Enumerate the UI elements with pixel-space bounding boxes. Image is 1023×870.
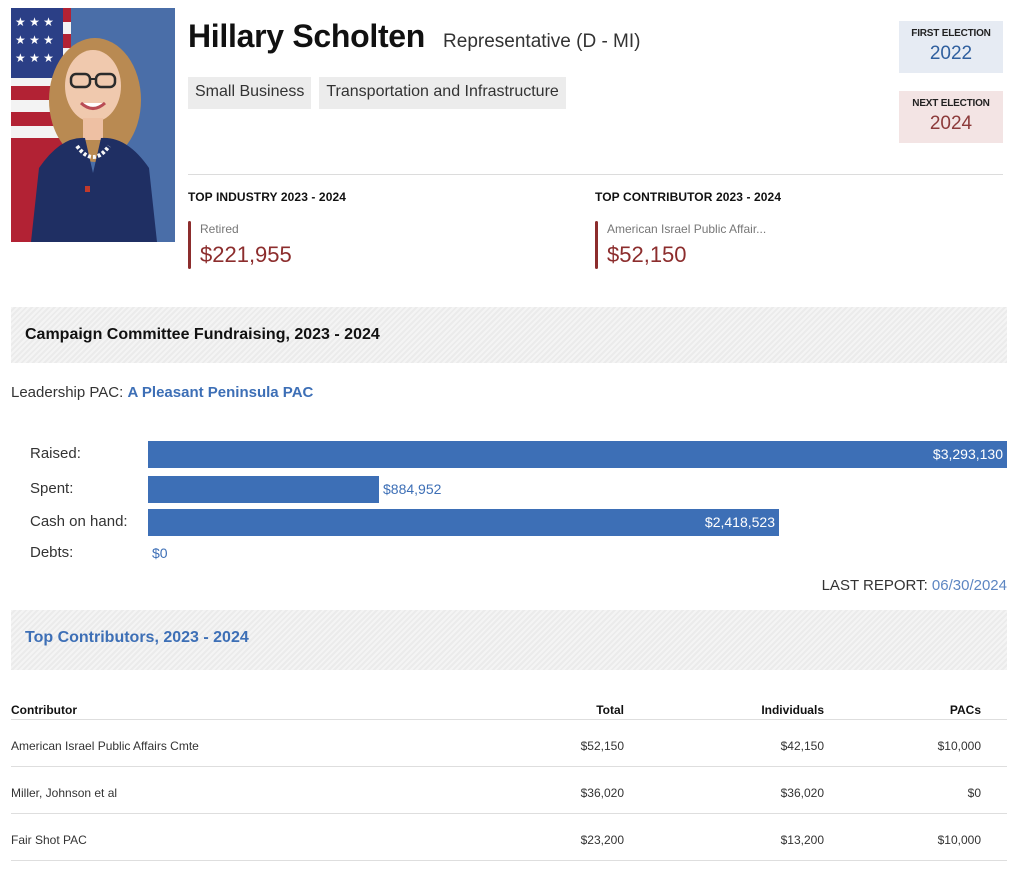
top-industry-accent-bar (188, 221, 191, 269)
fundraising-row-spent: Spent: $884,952 (30, 476, 1007, 503)
table-row: Fair Shot PAC $23,200 $13,200 $10,000 (11, 814, 1007, 861)
top-contributor-name: American Israel Public Affair... (607, 222, 767, 236)
contributor-individuals: $13,200 (780, 833, 824, 847)
member-heading: Hillary Scholten Representative (D - MI) (188, 18, 641, 55)
top-contributor-label: TOP CONTRIBUTOR 2023 - 2024 (595, 190, 782, 204)
member-name: Hillary Scholten (188, 18, 426, 54)
contributors-title[interactable]: Top Contributors, 2023 - 2024 (25, 629, 249, 646)
table-row: American Israel Public Affairs Cmte $52,… (11, 720, 1007, 767)
cash-label: Cash on hand: (30, 513, 128, 530)
top-industry-name: Retired (200, 222, 239, 236)
spent-label: Spent: (30, 480, 74, 497)
top-industry-label: TOP INDUSTRY 2023 - 2024 (188, 190, 347, 204)
col-individuals: Individuals (761, 703, 824, 717)
spent-value: $884,952 (383, 481, 442, 497)
contributor-pacs: $10,000 (937, 739, 981, 753)
leadership-pac-label: Leadership PAC: (11, 384, 124, 401)
raised-label: Raised: (30, 445, 81, 462)
contributor-total: $36,020 (580, 786, 624, 800)
svg-text:★ ★ ★: ★ ★ ★ (15, 15, 54, 29)
fundraising-title: Campaign Committee Fundraising, 2023 - 2… (25, 326, 380, 343)
fundraising-row-cash: Cash on hand: $2,418,523 (30, 509, 1007, 536)
contributor-individuals: $36,020 (780, 786, 824, 800)
contributor-pacs: $0 (967, 786, 981, 800)
last-report-label: LAST REPORT: (821, 577, 928, 594)
member-role: Representative (D - MI) (443, 31, 641, 52)
first-election-value: 2022 (929, 43, 973, 64)
debts-label: Debts: (30, 544, 74, 561)
contributor-pacs: $10,000 (937, 833, 981, 847)
contributor-name: American Israel Public Affairs Cmte (11, 739, 199, 753)
header-divider (188, 174, 1003, 175)
contributor-name: Miller, Johnson et al (11, 786, 118, 800)
contributor-individuals: $42,150 (780, 739, 824, 753)
fundraising-row-raised: Raised: $3,293,130 (30, 441, 1007, 468)
top-industry-amount: $221,955 (200, 242, 292, 267)
committee-tag[interactable]: Transportation and Infrastructure (319, 77, 566, 109)
last-report-date: 06/30/2024 (931, 577, 1007, 594)
last-report: LAST REPORT: 06/30/2024 (822, 577, 1007, 594)
fundraising-row-debts: Debts: $0 (30, 540, 1007, 566)
contributor-name: Fair Shot PAC (11, 833, 87, 847)
top-contributor-amount: $52,150 (607, 242, 687, 267)
fundraising-section-header: Campaign Committee Fundraising, 2023 - 2… (11, 307, 1007, 363)
committee-tag[interactable]: Small Business (188, 77, 312, 109)
leadership-pac-link[interactable]: A Pleasant Peninsula PAC (127, 384, 314, 401)
contributors-table: Contributor Total Individuals PACs Ameri… (11, 697, 1007, 861)
cash-value: $2,418,523 (704, 514, 775, 530)
raised-value: $3,293,130 (932, 446, 1003, 462)
col-pacs: PACs (949, 703, 981, 717)
contributor-total: $23,200 (580, 833, 624, 847)
next-election-value: 2024 (929, 113, 973, 134)
next-election-label: NEXT ELECTION (912, 98, 990, 109)
portrait-image: ★ ★ ★ ★ ★ ★ ★ ★ ★ (11, 8, 175, 242)
svg-text:★ ★ ★: ★ ★ ★ (15, 33, 54, 47)
next-election-box: NEXT ELECTION 2024 (899, 91, 1003, 143)
contributors-section-header: Top Contributors, 2023 - 2024 (11, 610, 1007, 670)
spent-bar (148, 476, 379, 503)
debts-value: $0 (152, 545, 168, 561)
table-header: Contributor Total Individuals PACs (11, 697, 1007, 720)
col-total: Total (596, 703, 624, 717)
contributor-total: $52,150 (580, 739, 624, 753)
first-election-box: FIRST ELECTION 2022 (899, 21, 1003, 73)
raised-bar: $3,293,130 (148, 441, 1007, 468)
leadership-pac: Leadership PAC: A Pleasant Peninsula PAC (11, 384, 313, 401)
col-contributor: Contributor (11, 703, 77, 717)
top-contributor: TOP CONTRIBUTOR 2023 - 2024 American Isr… (595, 190, 782, 269)
committee-tags: Small Business Transportation and Infras… (188, 77, 566, 109)
cash-bar: $2,418,523 (148, 509, 779, 536)
member-photo: ★ ★ ★ ★ ★ ★ ★ ★ ★ (11, 8, 175, 242)
top-industry: TOP INDUSTRY 2023 - 2024 Retired $221,95… (188, 190, 347, 269)
top-contributor-accent-bar (595, 221, 598, 269)
table-row: Miller, Johnson et al $36,020 $36,020 $0 (11, 767, 1007, 814)
svg-text:★ ★ ★: ★ ★ ★ (15, 51, 54, 65)
first-election-label: FIRST ELECTION (911, 28, 991, 39)
